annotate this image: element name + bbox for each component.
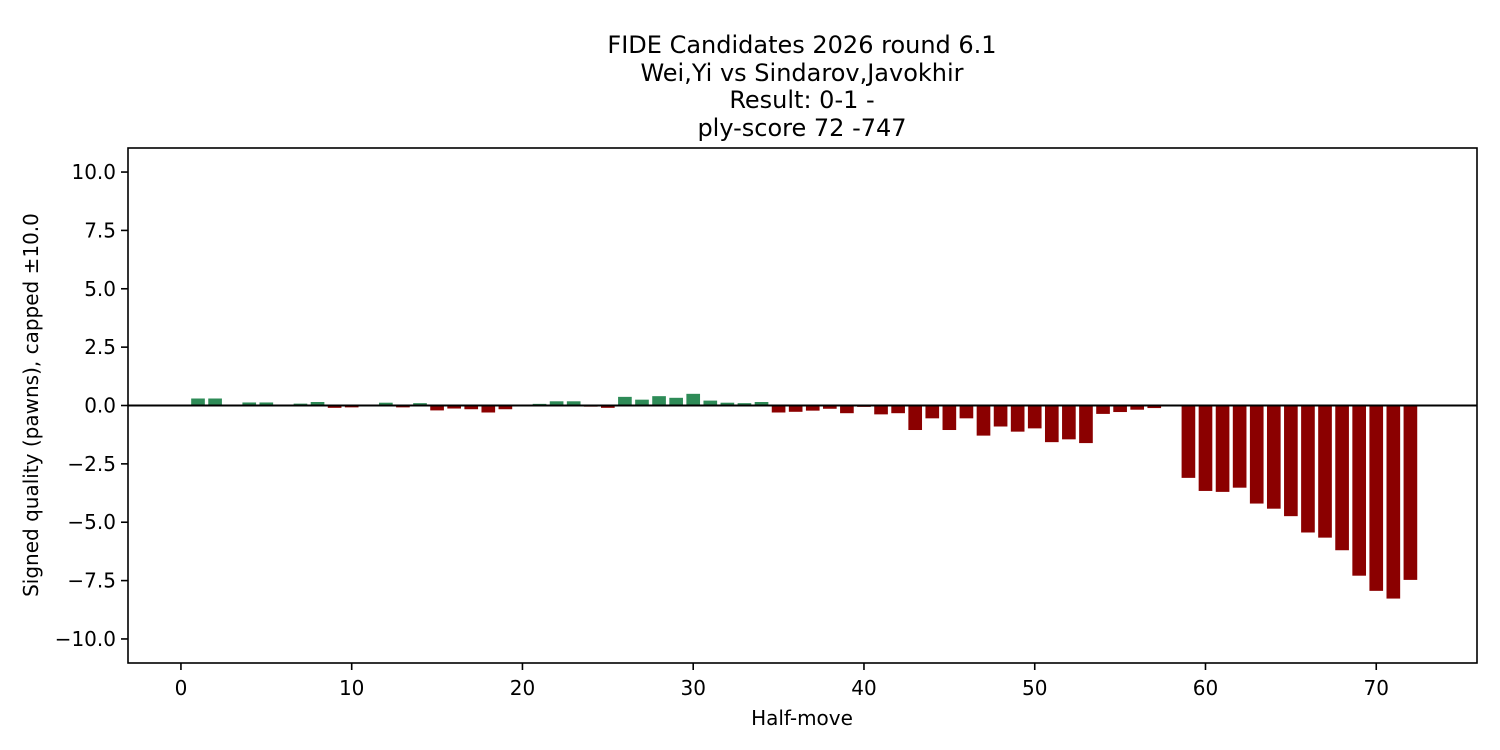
bar — [1147, 405, 1162, 409]
bar — [618, 396, 632, 406]
bar — [805, 405, 820, 411]
y-tick-label: 0.0 — [84, 394, 116, 418]
bar — [1352, 405, 1367, 576]
bar — [566, 401, 581, 406]
bar — [1335, 405, 1349, 551]
x-tick-label: 40 — [851, 676, 876, 700]
bar — [1027, 405, 1042, 429]
bar — [703, 400, 718, 406]
y-tick-label: 5.0 — [84, 277, 116, 301]
x-tick-label: 10 — [339, 676, 364, 700]
bar — [822, 405, 837, 409]
x-tick-label: 20 — [510, 676, 535, 700]
bar — [1062, 405, 1076, 440]
bar — [874, 405, 888, 415]
bar — [413, 403, 427, 406]
bar — [549, 401, 564, 406]
bar — [191, 398, 205, 406]
bar — [788, 405, 803, 412]
bar — [1301, 405, 1315, 533]
bar — [891, 405, 905, 414]
bar — [601, 405, 615, 408]
bars-group — [191, 393, 1418, 599]
bar — [242, 402, 257, 406]
title-line-3: Result: 0-1 - — [729, 86, 874, 114]
y-axis-label: Signed quality (pawns), capped ±10.0 — [19, 213, 43, 597]
y-tick-label: 10.0 — [71, 160, 116, 184]
bar — [447, 405, 461, 409]
bar — [1215, 405, 1230, 492]
bar — [1318, 405, 1332, 538]
bar — [1249, 405, 1264, 504]
bar — [379, 402, 393, 406]
bar — [840, 405, 854, 414]
title-line-1: FIDE Candidates 2026 round 6.1 — [607, 31, 996, 59]
bar — [1198, 405, 1213, 491]
bar — [754, 402, 769, 406]
chart-title: FIDE Candidates 2026 round 6.1 Wei,Yi vs… — [607, 31, 996, 142]
y-tick-label: 7.5 — [84, 218, 116, 242]
bar — [1079, 405, 1093, 444]
bar — [1044, 405, 1059, 443]
bar — [208, 398, 222, 406]
bar — [481, 405, 496, 413]
bar — [259, 402, 274, 406]
bar — [464, 405, 479, 410]
bar — [720, 402, 735, 406]
bar — [993, 405, 1008, 427]
x-tick-label: 0 — [175, 676, 188, 700]
y-tick-label: −7.5 — [67, 569, 116, 593]
bar — [1010, 405, 1025, 432]
axis-ticks — [121, 171, 1378, 670]
x-tick-label: 60 — [1193, 676, 1218, 700]
bar — [1266, 405, 1281, 509]
bar — [652, 396, 666, 406]
bar — [976, 405, 991, 436]
bar — [686, 393, 701, 406]
bar — [1403, 405, 1418, 580]
bar — [942, 405, 957, 431]
axis-tick-labels: 0 10 20 30 40 50 60 70 10.0 7.5 5.0 2.5 0.0 −2.5 −5.0 −… — [55, 160, 1389, 700]
y-tick-label: 2.5 — [84, 335, 116, 359]
bar — [327, 405, 342, 408]
bar — [737, 403, 752, 406]
y-tick-label: −2.5 — [67, 452, 116, 476]
bar — [669, 397, 683, 406]
x-tick-label: 70 — [1364, 676, 1389, 700]
y-tick-label: −5.0 — [67, 510, 116, 534]
x-tick-label: 30 — [680, 676, 705, 700]
x-axis-label: Half-move — [751, 706, 853, 730]
bar — [1096, 405, 1110, 414]
bar — [498, 405, 513, 410]
y-tick-label: −10.0 — [55, 627, 116, 651]
bar — [771, 405, 786, 413]
bar — [1284, 405, 1298, 517]
bar — [908, 405, 923, 431]
bar — [310, 402, 325, 406]
bar — [1181, 405, 1196, 478]
bar — [430, 405, 444, 411]
bar — [635, 399, 649, 406]
bar — [925, 405, 940, 419]
bar — [959, 405, 974, 419]
bar — [1130, 405, 1145, 410]
axes-frame — [127, 147, 1478, 664]
title-line-2: Wei,Yi vs Sindarov,Javokhir — [640, 59, 963, 87]
bar — [1232, 405, 1247, 488]
bar — [1386, 405, 1401, 599]
bar — [1369, 405, 1384, 591]
title-line-4: ply-score 72 -747 — [697, 114, 906, 142]
x-tick-label: 50 — [1022, 676, 1047, 700]
bar — [1113, 405, 1127, 413]
